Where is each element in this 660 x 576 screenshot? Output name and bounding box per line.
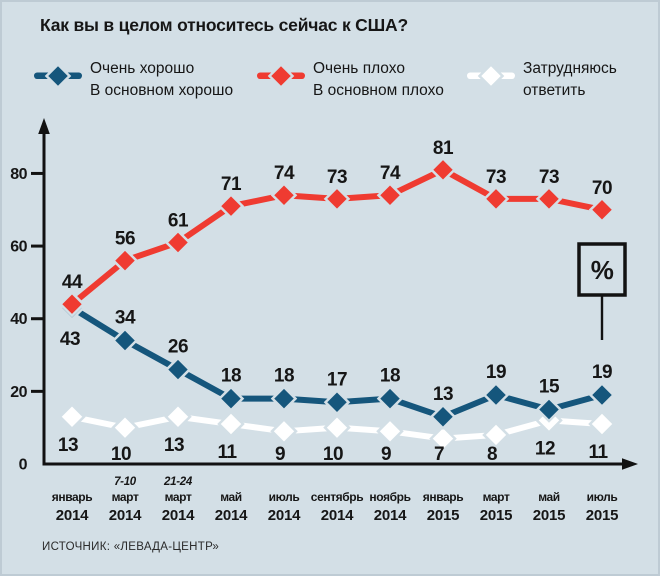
svg-text:18: 18 [274,366,294,387]
svg-text:18: 18 [380,366,400,387]
legend-item-bad: Очень плохо В основном плохо [256,58,444,102]
svg-text:44: 44 [62,272,83,293]
source-note: ИСТОЧНИК: «ЛЕВАДА-ЦЕНТР» [42,541,220,553]
svg-text:0: 0 [19,457,28,474]
svg-text:61: 61 [168,210,189,231]
x-axis-label: 7-10 март 2014 [108,476,142,524]
svg-text:11: 11 [588,442,608,463]
svg-text:13: 13 [433,384,453,405]
svg-text:19: 19 [486,362,506,383]
series-good [58,294,616,431]
svg-text:40: 40 [10,311,27,328]
svg-text:71: 71 [221,174,242,195]
x-axis-label: май 2014 [214,490,248,524]
x-axis-label: июль 2015 [585,490,619,524]
axes: 0 20 40 60 80 [10,118,638,474]
x-axis-label: январь 2015 [422,490,464,524]
svg-text:15: 15 [539,377,560,398]
svg-text:11: 11 [217,442,237,463]
svg-text:13: 13 [164,435,184,456]
svg-text:19: 19 [592,362,612,383]
legend-label-good: Очень хорошо В основном хорошо [90,60,234,99]
data-labels: 44 56 61 71 74 73 74 81 73 73 70 43 34 26 18 18 17 18 13 19… [58,138,613,465]
svg-text:81: 81 [433,138,454,159]
undecided-series-marker-icon [467,62,515,90]
svg-text:10: 10 [111,444,131,465]
x-axis-label: июль 2014 [267,490,301,524]
svg-text:34: 34 [115,308,136,329]
svg-text:10: 10 [323,444,343,465]
x-axis-label: 21-24 март 2014 [161,476,195,524]
svg-text:74: 74 [274,163,295,184]
svg-text:73: 73 [486,167,506,188]
svg-text:7: 7 [434,444,444,465]
svg-text:73: 73 [327,167,347,188]
legend-item-undecided: Затрудняюсь ответить [466,58,617,102]
series-bad [58,156,616,318]
x-axis-label: март 2015 [479,490,513,524]
x-axis-label: ноябрь 2014 [369,490,411,524]
svg-text:9: 9 [381,444,391,465]
svg-text:17: 17 [327,369,347,390]
svg-text:74: 74 [380,163,401,184]
legend-label-bad: Очень плохо В основном плохо [313,60,444,99]
page-title: Как вы в целом относитесь сейчас к США? [40,15,408,35]
svg-text:%: % [591,255,614,285]
svg-text:20: 20 [10,384,27,401]
percent-callout: % [577,242,627,340]
svg-text:60: 60 [10,239,27,256]
svg-text:43: 43 [60,329,80,350]
svg-text:13: 13 [58,435,78,456]
svg-text:12: 12 [535,438,555,459]
legend-item-good: Очень хорошо В основном хорошо [33,58,233,102]
x-axis-labels: январь 2014 7-10 март 2014 21-24 март 2014 май 20… [2,476,658,534]
svg-text:9: 9 [275,444,285,465]
legend: Очень хорошо В основном хорошо Очень пло… [2,58,658,112]
legend-label-undecided: Затрудняюсь ответить [523,60,617,99]
bad-series-marker-icon [257,62,305,90]
svg-text:70: 70 [592,178,612,199]
svg-text:26: 26 [168,337,188,358]
x-axis-label: сентябрь 2014 [310,490,364,524]
x-axis-label: январь 2014 [51,490,93,524]
svg-text:18: 18 [221,366,241,387]
svg-text:73: 73 [539,167,559,188]
svg-text:56: 56 [115,229,135,250]
x-axis-label: май 2015 [532,490,566,524]
svg-text:8: 8 [487,444,497,465]
svg-text:80: 80 [10,166,27,183]
good-series-marker-icon [34,62,82,90]
